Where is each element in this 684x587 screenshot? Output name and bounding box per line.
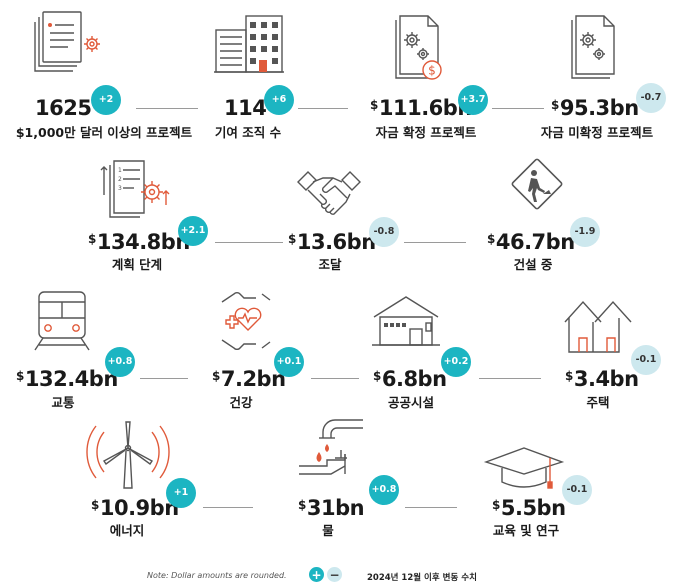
energy-label: 에너지	[109, 523, 145, 538]
contributing-orgs-label: 기여 조직 수	[214, 125, 282, 140]
unfunded-projects-label: 자금 미확정 프로젝트	[540, 125, 654, 140]
public-facilities-label: 공공시설	[387, 395, 435, 410]
transport-change-badge: +0.8	[105, 347, 135, 377]
planning-stage-change-badge: +2.1	[178, 216, 208, 246]
public-building-icon	[372, 296, 440, 346]
transport-label: 교통	[51, 395, 75, 410]
education-research-label: 교육 및 연구	[492, 523, 560, 538]
education-research-value: $5.5bn	[492, 496, 566, 520]
energy-value: $10.9bn	[91, 496, 179, 520]
legend-minus-icon: −	[327, 567, 342, 582]
connector-line	[298, 108, 348, 109]
graduation-cap-icon	[483, 447, 565, 489]
svg-text:$: $	[428, 64, 436, 78]
under-construction-value: $46.7bn	[487, 230, 575, 254]
housing-change-badge: -0.1	[631, 345, 661, 375]
document-dollar-icon: $	[395, 15, 442, 80]
procurement-label: 조달	[318, 257, 342, 272]
footnote: Note: Dollar amounts are rounded.	[147, 571, 287, 580]
health-change-badge: +0.1	[274, 347, 304, 377]
projects-over-10m-value: 1625	[35, 96, 92, 120]
connector-line	[404, 242, 466, 243]
legend-plus-icon: +	[309, 567, 324, 582]
document-gears-icon	[571, 15, 615, 79]
funded-projects-value: $111.6bn	[370, 96, 472, 120]
projects-over-10m-change-badge: +2	[91, 85, 121, 115]
handshake-icon	[297, 171, 361, 215]
wind-turbine-icon	[86, 421, 170, 489]
funded-projects-label: 자금 확정 프로젝트	[375, 125, 477, 140]
houses-icon	[564, 300, 632, 353]
planning-stage-label: 계획 단계	[111, 257, 163, 272]
procurement-change-badge: -0.8	[369, 217, 399, 247]
construction-sign-icon	[511, 158, 563, 210]
under-construction-change-badge: -1.9	[570, 217, 600, 247]
water-tap-icon	[299, 419, 363, 475]
connector-line	[136, 108, 198, 109]
svg-text:2: 2	[118, 176, 122, 183]
document-gear-icon	[34, 11, 100, 72]
procurement-value: $13.6bn	[288, 230, 376, 254]
housing-label: 주택	[586, 395, 610, 410]
water-label: 물	[322, 523, 334, 538]
svg-text:1: 1	[118, 167, 122, 174]
health-label: 건강	[229, 395, 253, 410]
under-construction-label: 건설 중	[513, 257, 553, 272]
health-hands-icon	[221, 292, 271, 350]
unfunded-projects-value: $95.3bn	[551, 96, 639, 120]
buildings-icon	[214, 15, 284, 73]
energy-change-badge: +1	[166, 478, 196, 508]
train-icon	[34, 291, 90, 351]
public-facilities-value: $6.8bn	[373, 367, 447, 391]
unfunded-projects-change-badge: -0.7	[636, 83, 666, 113]
contributing-orgs-value: 114	[224, 96, 267, 120]
connector-line	[203, 507, 253, 508]
water-value: $31bn	[298, 496, 365, 520]
svg-text:3: 3	[118, 185, 122, 192]
public-facilities-change-badge: +0.2	[441, 347, 471, 377]
contributing-orgs-change-badge: +6	[264, 85, 294, 115]
water-change-badge: +0.8	[369, 475, 399, 505]
projects-over-10m-label: $1,000만 달러 이상의 프로젝트	[15, 125, 193, 140]
education-research-change-badge: -0.1	[562, 475, 592, 505]
transport-value: $132.4bn	[16, 367, 118, 391]
housing-value: $3.4bn	[565, 367, 639, 391]
connector-line	[311, 378, 359, 379]
connector-line	[405, 507, 457, 508]
legend-text: 2024년 12월 이후 변동 수치	[367, 573, 477, 583]
plan-list-gear-icon: 1 2 3	[100, 160, 170, 218]
planning-stage-value: $134.8bn	[88, 230, 190, 254]
connector-line	[479, 378, 541, 379]
connector-line	[215, 242, 283, 243]
funded-projects-change-badge: +3.7	[458, 85, 488, 115]
connector-line	[140, 378, 188, 379]
connector-line	[492, 108, 544, 109]
health-value: $7.2bn	[212, 367, 286, 391]
